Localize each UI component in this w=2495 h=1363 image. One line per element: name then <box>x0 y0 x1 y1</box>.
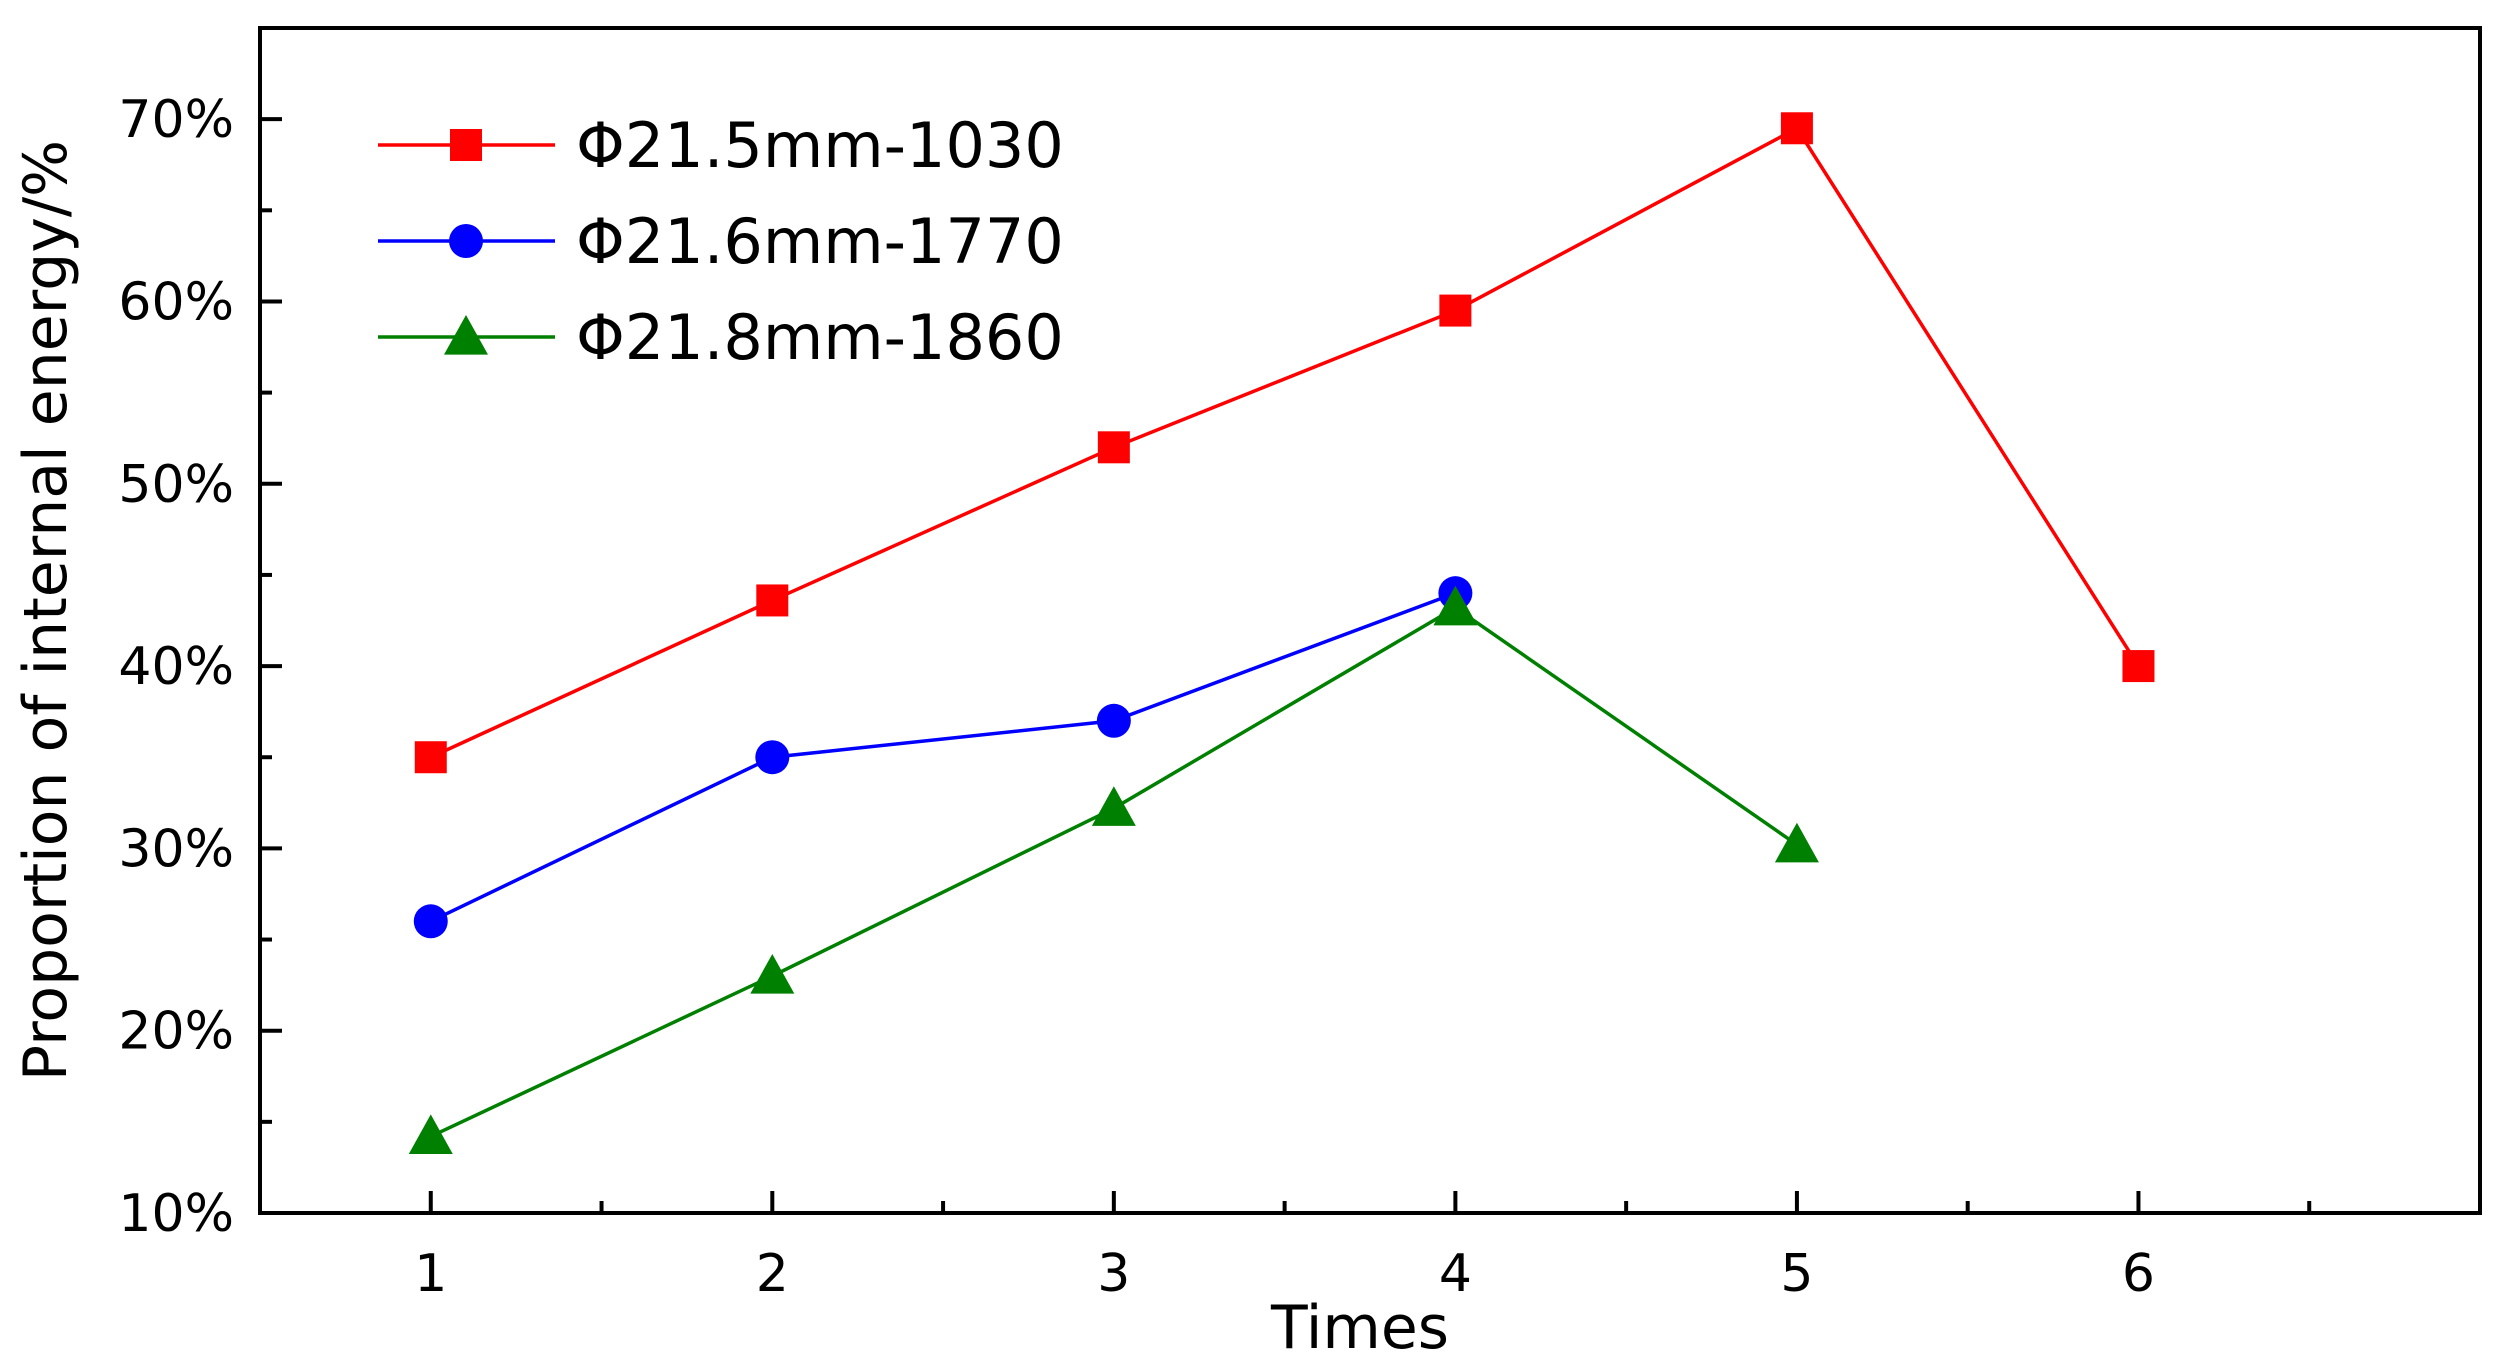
data-point <box>1097 431 1130 464</box>
data-point <box>414 741 447 774</box>
data-point <box>1433 585 1478 626</box>
plot-frame <box>258 26 2482 1215</box>
x-tick-label: 6 <box>2122 1244 2155 1304</box>
series-line <box>430 605 1798 1139</box>
series-1 <box>414 112 2155 774</box>
series-3 <box>408 585 1819 1155</box>
data-point <box>413 904 448 939</box>
y-tick-label: 40% <box>118 637 234 697</box>
data-point <box>755 740 790 775</box>
x-tick-label: 2 <box>756 1244 789 1304</box>
data-point <box>1780 112 1813 145</box>
data-point <box>750 954 795 994</box>
series-line <box>430 591 1456 923</box>
data-point <box>408 1114 453 1155</box>
y-tick-label: 50% <box>118 455 234 515</box>
data-point <box>756 584 789 617</box>
data-point <box>1774 822 1819 863</box>
legend-marker <box>444 315 488 355</box>
y-axis-title: Proportion of internal energy/% <box>11 140 81 1081</box>
legend-label: Φ21.6mm-1770 <box>576 205 1064 278</box>
legend-item: Φ21.8mm-1860 <box>378 301 1064 374</box>
legend-item: Φ21.6mm-1770 <box>378 205 1064 278</box>
legend-marker <box>450 129 482 161</box>
series-2 <box>413 576 1473 939</box>
x-tick-label: 5 <box>1780 1244 1813 1304</box>
y-tick-label: 10% <box>118 1184 234 1244</box>
x-tick-label: 3 <box>1097 1244 1130 1304</box>
data-point <box>1439 294 1472 327</box>
data-point <box>1096 703 1131 738</box>
y-tick-label: 30% <box>118 819 234 879</box>
x-tick-label: 1 <box>414 1244 447 1304</box>
x-tick-label: 4 <box>1439 1244 1472 1304</box>
legend-label: Φ21.8mm-1860 <box>576 301 1064 374</box>
y-tick-label: 70% <box>118 90 234 150</box>
legend-label: Φ21.5mm-1030 <box>576 109 1064 182</box>
x-axis-title: Times <box>1270 1293 1449 1363</box>
series-line <box>430 125 2140 759</box>
legend-marker <box>449 224 483 258</box>
y-tick-label: 20% <box>118 1002 234 1062</box>
data-point <box>1091 786 1136 826</box>
legend-item: Φ21.5mm-1030 <box>378 109 1064 182</box>
data-point <box>2122 650 2155 683</box>
y-tick-label: 60% <box>118 272 234 332</box>
